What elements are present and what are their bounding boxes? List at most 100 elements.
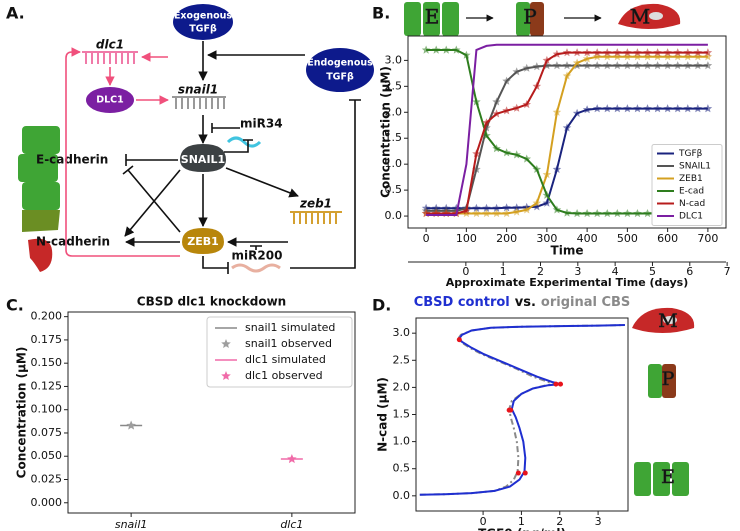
x2-tick-label: 0: [462, 265, 469, 278]
data-point: [472, 203, 481, 212]
data-point: [613, 48, 622, 57]
data-point: [603, 52, 612, 61]
y-tick-label: 0.5: [385, 183, 403, 196]
plot-frame: [407, 35, 727, 229]
y-tick-label: 1.0: [393, 435, 411, 448]
mirna-icon: [231, 263, 281, 273]
cell: [672, 462, 689, 496]
data-point: [502, 148, 511, 157]
legend-label: snail1 simulated: [245, 321, 335, 334]
data-point: [623, 209, 632, 218]
nucleus: [649, 12, 663, 20]
observed-mark: [287, 454, 297, 464]
data-point: [582, 105, 592, 114]
x2-tick-label: 7: [724, 265, 731, 278]
data-point: [522, 154, 531, 163]
stage-label: M: [630, 5, 650, 29]
data-point: [663, 61, 672, 70]
mirna-label: miR200: [232, 249, 283, 263]
data-point: [542, 198, 552, 207]
cell: [653, 462, 670, 496]
x-tick-label: 200: [496, 232, 517, 245]
x-tick-label: 600: [657, 232, 678, 245]
turning-point: [553, 381, 559, 387]
cell: [442, 2, 459, 36]
data-point: [512, 150, 521, 159]
x-tick-label: 500: [617, 232, 638, 245]
data-point: [603, 48, 612, 57]
title-series: CBSD control: [414, 295, 510, 310]
data-point: [683, 61, 692, 70]
data-point: [562, 48, 572, 57]
panel-label: B.: [372, 4, 390, 23]
dlc1-node: [86, 87, 134, 113]
stage-label: P: [523, 5, 536, 29]
stage-icon: [634, 462, 689, 496]
stage-label: E: [661, 466, 675, 488]
curves: [419, 324, 625, 496]
x-axis-label: TGF0 (ng/ml): [478, 527, 566, 531]
data-point: [462, 209, 471, 218]
title-series: original CBS: [541, 295, 630, 310]
data-point: [562, 208, 572, 217]
data-point: [472, 149, 481, 158]
mirna-label: miR34: [240, 117, 283, 131]
data-point: [552, 164, 562, 173]
data-point: [683, 104, 692, 113]
data-point: [623, 52, 632, 61]
node-label: SNAIL1: [181, 153, 225, 166]
chart-title: CBSD dlc1 knockdown: [137, 295, 286, 309]
legend-swatch: [221, 371, 231, 380]
chart-title: CBSD control vs. original CBS: [414, 295, 631, 310]
data-point: [653, 61, 662, 70]
data-point: [522, 100, 531, 109]
data-point: [552, 61, 562, 70]
stage-icon: [404, 2, 459, 36]
x-axis-label: Time: [551, 244, 584, 258]
data-point: [532, 164, 542, 173]
data-point: [663, 52, 672, 61]
data-point: [693, 104, 703, 113]
data-point: [683, 48, 692, 57]
cell-icons: [18, 126, 60, 272]
y-tick-label: 1.0: [385, 157, 403, 170]
data-point: [673, 104, 682, 113]
x2-tick-label: 6: [686, 265, 693, 278]
stage-label: E: [425, 5, 440, 29]
data-point: [462, 206, 471, 215]
x2-tick-label: 5: [649, 265, 656, 278]
diagram: A. Exogenous TGFβ Endogenous TGFβ dlc1 D…: [6, 4, 374, 274]
x2-tick-label: 3: [574, 265, 581, 278]
data-point: [492, 97, 501, 106]
data-point: [633, 48, 642, 57]
x-tick-label: 0: [480, 515, 487, 528]
data-point: [673, 61, 682, 70]
data-point: [613, 209, 622, 218]
stage-icon: [648, 364, 676, 398]
data-point: [643, 61, 652, 70]
legend-label: dlc1 observed: [245, 369, 323, 382]
data-point: [613, 52, 622, 61]
turning-point: [515, 470, 521, 476]
x-tick-label: 100: [456, 232, 477, 245]
y-tick-label: 0.5: [393, 462, 411, 475]
plot-frame: [415, 317, 629, 512]
node-label: ZEB1: [187, 235, 219, 248]
data-point: [562, 71, 572, 80]
zeb1-node: [182, 228, 224, 254]
x-tick-label: 700: [697, 232, 718, 245]
y-tick-label: 3.0: [393, 326, 411, 339]
y-tick-label: 0.150: [31, 356, 63, 369]
x-tick-label: snail1: [115, 518, 148, 531]
x2-tick-label: 4: [612, 265, 619, 278]
y-tick-label: 1.5: [393, 408, 411, 421]
cell: [423, 2, 440, 36]
plot-frame: [67, 311, 356, 514]
data-point: [542, 170, 552, 179]
data-point: [582, 61, 592, 70]
data-point: [552, 107, 562, 116]
stage-icon: [516, 2, 544, 36]
legend-label: DLC1: [679, 212, 703, 222]
data-point: [643, 104, 652, 113]
